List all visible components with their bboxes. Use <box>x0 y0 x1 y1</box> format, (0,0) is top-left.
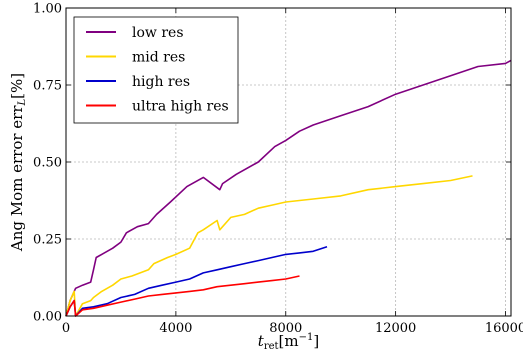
series-lines <box>65 59 512 317</box>
x-tick-label: 12000 <box>375 321 416 336</box>
legend-label-mid-res: mid res <box>132 50 185 66</box>
y-tick-label: 0.25 <box>33 233 62 248</box>
x-tick-label: 8000 <box>269 321 302 336</box>
legend-label-ultra-high-res: ultra high res <box>132 99 229 115</box>
grid-lines <box>66 8 511 316</box>
y-axis-label: Ang Mom error errL[%] <box>8 73 28 252</box>
series-line-ultra-high-res <box>65 275 300 317</box>
legend-label-low-res: low res <box>132 25 184 41</box>
legend-label-high-res: high res <box>132 74 190 90</box>
series-line-mid-res <box>65 175 473 317</box>
axis-ticks: 0 4000 8000 12000 16000 0.00 0.25 0.50 0.75 1.00 <box>33 2 523 337</box>
legend: low res mid res high res ultra high res <box>73 16 239 124</box>
y-tick-label: 0.50 <box>33 156 62 171</box>
y-tick-label: 1.00 <box>33 2 62 17</box>
x-tick-label: 4000 <box>159 321 192 336</box>
x-axis-label: tret[m−1] <box>258 332 319 352</box>
y-tick-label: 0.75 <box>33 79 62 94</box>
x-tick-label: 0 <box>62 321 70 336</box>
legend-box <box>73 16 239 124</box>
x-tick-label: 16000 <box>485 321 523 336</box>
series-line-low-res <box>65 59 512 317</box>
y-tick-label: 0.00 <box>33 310 62 325</box>
